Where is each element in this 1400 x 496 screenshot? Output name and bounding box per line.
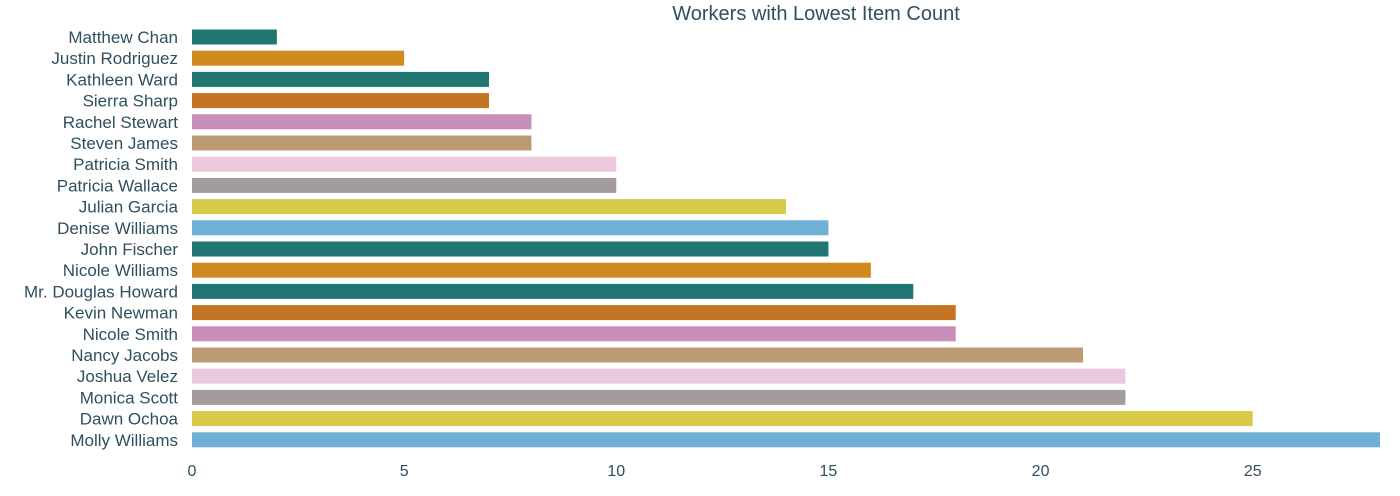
y-tick-label-4: Rachel Stewart [63, 113, 179, 132]
x-tick-label-3: 15 [820, 463, 838, 480]
bar-14 [192, 326, 956, 342]
bar-16 [192, 368, 1126, 384]
y-tick-label-2: Kathleen Ward [66, 70, 178, 89]
y-tick-label-19: Molly Williams [70, 431, 178, 450]
y-tick-label-10: John Fischer [81, 240, 179, 259]
y-tick-label-15: Nancy Jacobs [71, 346, 178, 365]
y-tick-label-3: Sierra Sharp [83, 92, 178, 111]
x-tick-label-5: 25 [1244, 463, 1262, 480]
y-tick-label-6: Patricia Smith [73, 155, 178, 174]
y-tick-label-7: Patricia Wallace [57, 176, 178, 195]
bar-15 [192, 347, 1083, 363]
bar-18 [192, 411, 1253, 427]
y-tick-label-8: Julian Garcia [79, 198, 179, 217]
bar-6 [192, 156, 617, 172]
y-tick-label-18: Dawn Ochoa [80, 410, 179, 429]
y-tick-label-14: Nicole Smith [83, 325, 178, 344]
y-tick-label-1: Justin Rodriguez [51, 49, 178, 68]
y-tick-label-9: Denise Williams [57, 219, 178, 238]
bar-11 [192, 262, 871, 278]
bar-7 [192, 177, 617, 193]
y-tick-label-11: Nicole Williams [63, 261, 178, 280]
y-tick-label-17: Monica Scott [80, 388, 179, 407]
y-tick-label-5: Steven James [70, 134, 178, 153]
bar-5 [192, 135, 532, 151]
bars-group [192, 29, 1380, 448]
chart-title: Workers with Lowest Item Count [672, 3, 960, 25]
bar-0 [192, 29, 277, 45]
bar-13 [192, 305, 956, 321]
y-tick-label-16: Joshua Velez [77, 367, 178, 386]
bar-3 [192, 93, 489, 109]
y-tick-label-12: Mr. Douglas Howard [24, 282, 178, 301]
x-tick-label-4: 20 [1032, 463, 1050, 480]
x-tick-label-2: 10 [607, 463, 625, 480]
y-tick-label-0: Matthew Chan [68, 28, 178, 47]
bar-4 [192, 114, 532, 130]
bar-12 [192, 283, 914, 299]
x-tick-label-1: 5 [400, 463, 409, 480]
x-tick-label-0: 0 [188, 463, 197, 480]
y-tick-label-13: Kevin Newman [64, 304, 178, 323]
category-labels-group: Matthew Chan Justin Rodriguez Kathleen War… [24, 28, 179, 450]
bar-19 [192, 432, 1380, 448]
x-tick-labels-group: 0 5 10 15 20 25 [188, 463, 1262, 480]
bar-17 [192, 389, 1126, 405]
bar-1 [192, 50, 405, 66]
bar-9 [192, 220, 829, 236]
bar-8 [192, 199, 786, 215]
bar-2 [192, 71, 489, 87]
bar-10 [192, 241, 829, 257]
